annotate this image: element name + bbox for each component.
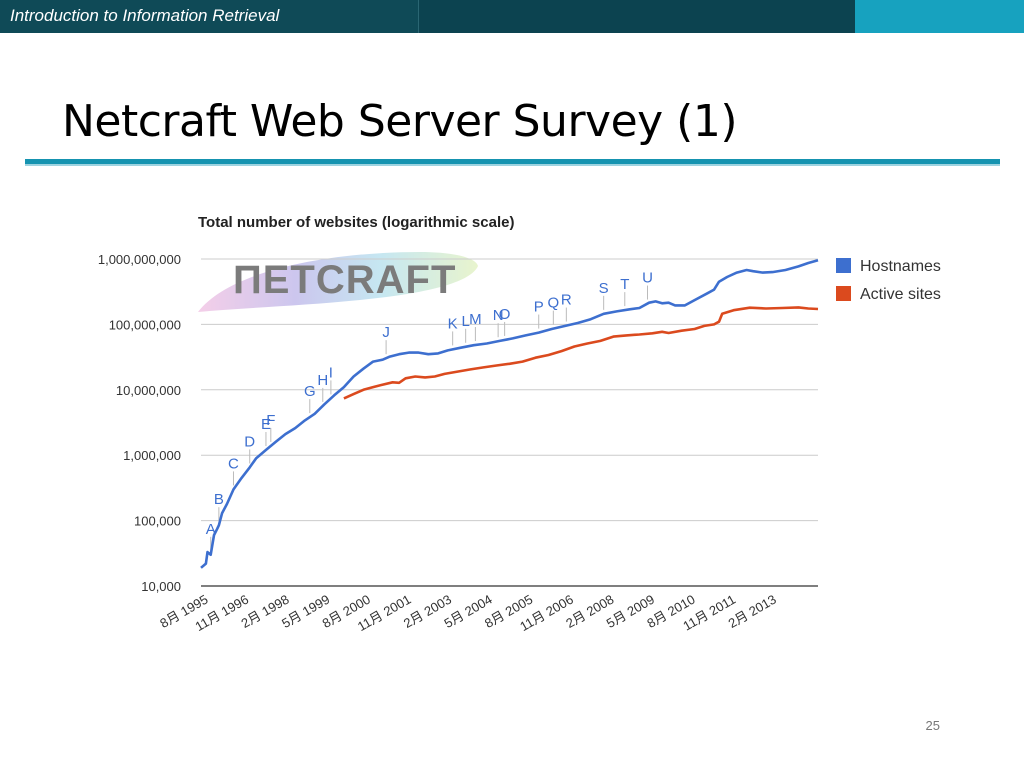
legend-swatch <box>836 286 851 301</box>
y-tick-label: 1,000,000,000 <box>98 252 181 267</box>
annotation-label: P <box>534 299 544 316</box>
netcraft-logo: ПETCRAFT <box>198 252 478 312</box>
y-tick-label: 1,000,000 <box>123 448 181 463</box>
annotation-label: M <box>469 311 482 328</box>
annotation-label: B <box>214 491 224 508</box>
header-bar-accent <box>855 0 1024 33</box>
logo-text: ПETCRAFT <box>233 258 456 302</box>
annotation-label: N <box>493 307 504 324</box>
page-number: 25 <box>925 718 940 733</box>
annotation-label: R <box>561 292 572 309</box>
annotation-label: J <box>382 324 390 341</box>
y-tick-label: 100,000 <box>134 514 181 529</box>
annotation-label: A <box>206 521 216 538</box>
annotation-label: T <box>620 276 629 293</box>
y-tick-label: 10,000,000 <box>116 383 181 398</box>
series-line-hostnames <box>200 258 819 569</box>
annotation-label: I <box>329 364 333 381</box>
annotation-label: U <box>642 270 653 287</box>
legend-swatch <box>836 258 851 273</box>
y-axis-ticks: 10,000 100,000 1,000,000 10,000,000 100,000,… <box>98 252 181 594</box>
legend-label: Hostnames <box>860 258 941 275</box>
annotation-label: H <box>317 372 328 389</box>
annotation-label: Q <box>548 295 560 312</box>
logo-swoosh <box>198 252 478 312</box>
series-line-active-sites <box>343 306 819 400</box>
annotation-label: C <box>228 455 239 472</box>
slide-title: Netcraft Web Server Survey (1) <box>62 96 738 147</box>
legend: Hostnames Active sites <box>836 258 941 303</box>
title-underline-light <box>25 164 1000 166</box>
annotation-label: S <box>599 280 609 297</box>
course-title: Introduction to Information Retrieval <box>10 6 280 25</box>
title-underline <box>25 159 1000 164</box>
header-bar: Introduction to Information Retrieval <box>0 0 1024 33</box>
annotation-label: E <box>261 416 271 433</box>
annotation-label: D <box>244 433 255 450</box>
annotation-label: O <box>499 306 511 323</box>
annotation-label: L <box>461 313 469 330</box>
header-bar-middle <box>418 0 855 33</box>
legend-label: Active sites <box>860 286 941 303</box>
y-tick-label: 100,000,000 <box>109 317 181 332</box>
series-lines <box>200 258 819 569</box>
annotation-label: G <box>304 383 316 400</box>
annotation-label: F <box>266 412 275 429</box>
chart-title: Total number of websites (logarithmic sc… <box>198 214 514 231</box>
annotation-label: K <box>448 315 458 332</box>
y-tick-label: 10,000 <box>141 579 181 594</box>
